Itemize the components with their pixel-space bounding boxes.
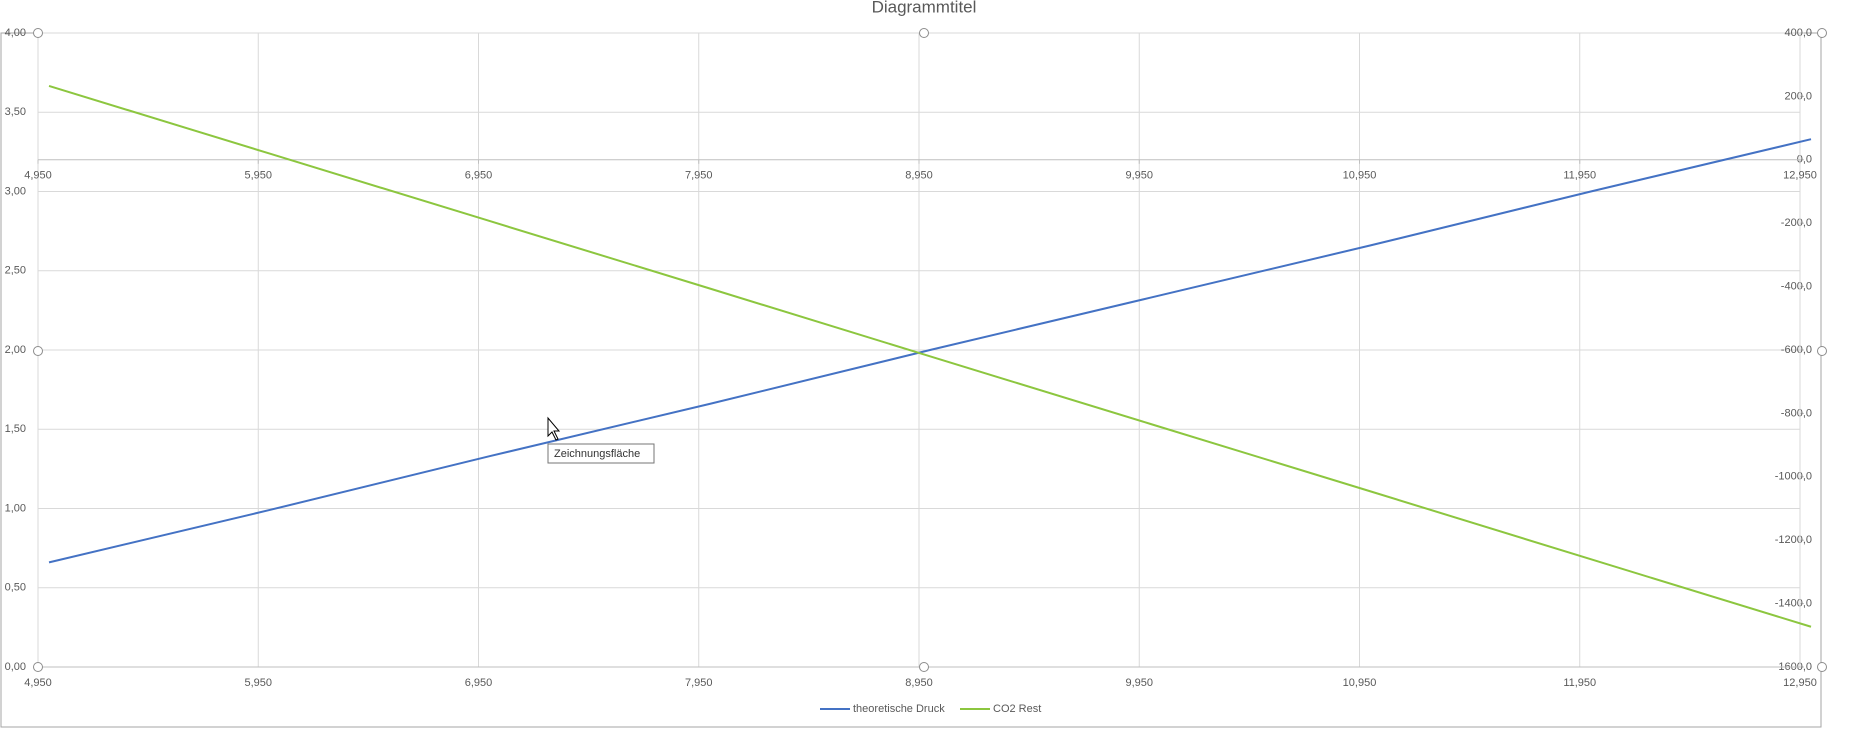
- cursor: [547, 416, 561, 441]
- x-tick-label: 9,950: [1125, 677, 1153, 689]
- selection-handle: [33, 346, 43, 356]
- y2-tick-label: -200,0: [1781, 217, 1812, 229]
- x2-tick-label: 9,950: [1125, 170, 1153, 182]
- x2-tick-label: 10,950: [1343, 170, 1377, 182]
- x-tick-label: 10,950: [1343, 677, 1377, 689]
- y2-tick-label: -1400,0: [1775, 598, 1812, 610]
- x-tick-label: 11,950: [1563, 677, 1596, 689]
- chart-title: Diagrammtitel: [872, 0, 977, 16]
- selection-handle: [33, 662, 43, 672]
- y2-tick-label: 200,0: [1784, 90, 1812, 102]
- y2-tick-label: -600,0: [1781, 344, 1812, 356]
- series-line: [48, 138, 1812, 564]
- x2-tick-label: 6,950: [465, 170, 493, 182]
- y-tick-label: 4,00: [5, 27, 26, 39]
- chart-frame: [0, 32, 1822, 728]
- x2-tick-label: 12,950: [1783, 170, 1817, 182]
- series-line: [48, 84, 1812, 628]
- y2-tick-label: 400,0: [1784, 27, 1812, 39]
- x2-tick-label: 8,950: [905, 170, 933, 182]
- x-tick-label: 5,950: [244, 677, 272, 689]
- x2-tick-label: 4,950: [24, 170, 52, 182]
- y2-tick-label: -1000,0: [1775, 471, 1812, 483]
- y-tick-label: 0,50: [5, 582, 26, 594]
- y-tick-label: 2,00: [5, 344, 26, 356]
- selection-handle: [919, 662, 929, 672]
- x-tick-label: 4,950: [24, 677, 52, 689]
- y2-tick-label: -800,0: [1781, 407, 1812, 419]
- tooltip-text: Zeichnungsfläche: [554, 448, 640, 460]
- y-tick-label: 2,50: [5, 265, 26, 277]
- selection-handle: [33, 28, 43, 38]
- tooltip-box: [547, 443, 655, 464]
- x-tick-label: 8,950: [905, 677, 933, 689]
- selection-handle: [1817, 346, 1827, 356]
- selection-handle: [919, 28, 929, 38]
- x-tick-label: 6,950: [465, 677, 493, 689]
- tooltip: Zeichnungsfläche: [547, 443, 655, 464]
- y2-tick-label: -400,0: [1781, 281, 1812, 293]
- y2-tick-label: 0,0: [1797, 154, 1812, 166]
- x2-tick-label: 5,950: [244, 170, 272, 182]
- x2-tick-label: 11,950: [1563, 170, 1596, 182]
- y-tick-label: 3,50: [5, 106, 26, 118]
- selection-handle: [1817, 662, 1827, 672]
- y-tick-label: 1,50: [5, 423, 26, 435]
- legend-label: CO2 Rest: [993, 703, 1041, 715]
- x-tick-label: 7,950: [685, 677, 713, 689]
- x2-tick-label: 7,950: [685, 170, 713, 182]
- y-tick-label: 1,00: [5, 502, 26, 514]
- legend-label: theoretische Druck: [853, 703, 945, 715]
- y-tick-label: 3,00: [5, 185, 26, 197]
- y-tick-label: 0,00: [5, 661, 26, 673]
- y2-tick-label: -1200,0: [1775, 534, 1812, 546]
- x-tick-label: 12,950: [1783, 677, 1817, 689]
- selection-handle: [1817, 28, 1827, 38]
